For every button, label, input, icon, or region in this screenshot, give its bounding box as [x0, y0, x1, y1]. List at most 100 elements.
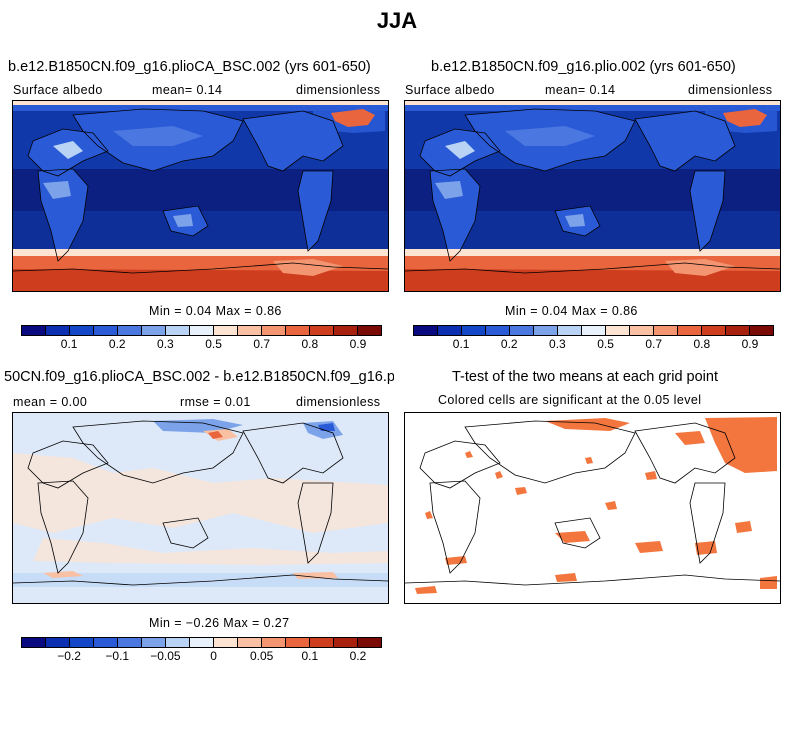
colorbar-swatch — [238, 326, 262, 335]
colorbar-swatch — [334, 638, 358, 647]
minmax-top-left: Min = 0.04 Max = 0.86 — [149, 304, 282, 318]
colorbar-swatches — [22, 326, 381, 335]
colorbar-swatch — [238, 638, 262, 647]
colorbar-swatch — [190, 638, 214, 647]
panel-title-top-right: b.e12.B1850CN.f09_g16.plio.002 (yrs 601-… — [431, 59, 736, 75]
colorbar-swatch — [654, 326, 678, 335]
colorbar-tick-label: 0.1 — [60, 337, 78, 351]
colorbar-swatch — [22, 638, 46, 647]
colorbar-tick-label: 0.5 — [597, 337, 614, 351]
colorbar-swatch — [286, 638, 310, 647]
colorbar-swatch — [166, 326, 190, 335]
colorbar-tick-label: 0.2 — [349, 649, 367, 663]
colorbar-swatch — [262, 326, 286, 335]
colorbar-tick-label: 0.5 — [205, 337, 222, 351]
map-albedo-plio — [404, 100, 781, 292]
albedo-map-graphic — [13, 101, 388, 291]
colorbar-swatch — [462, 326, 486, 335]
colorbar-swatch — [286, 326, 310, 335]
colorbar-tick-label: 0.05 — [249, 649, 274, 663]
colorbar-tick-label: 0.3 — [549, 337, 566, 351]
colorbar-swatch — [510, 326, 534, 335]
panel-units-top-left: dimensionless — [296, 83, 381, 97]
colorbar-swatch — [214, 638, 238, 647]
albedo-map-graphic — [405, 101, 780, 291]
colorbar-swatch — [726, 326, 750, 335]
colorbar-swatch — [22, 326, 46, 335]
colorbar-swatch — [358, 638, 381, 647]
colorbar-tick-label: 0.2 — [108, 337, 126, 351]
colorbar-tick-label: 0.8 — [693, 337, 711, 351]
colorbar-swatch — [414, 326, 438, 335]
panel-variable-top-right: Surface albedo — [405, 83, 495, 97]
colorbar-swatches — [414, 326, 773, 335]
colorbar-tick-label: −0.1 — [105, 649, 130, 663]
ttest-map-graphic — [405, 413, 780, 603]
colorbar-tick-label: 0.9 — [741, 337, 759, 351]
figure-title: JJA — [376, 8, 418, 33]
colorbar-swatch — [310, 326, 334, 335]
colorbar-top-right — [413, 325, 774, 336]
colorbar-tick-label: 0.1 — [301, 649, 319, 663]
colorbar-swatch — [46, 638, 70, 647]
colorbar-swatch — [310, 638, 334, 647]
colorbar-tick-label: 0.9 — [349, 337, 367, 351]
colorbar-swatch — [438, 326, 462, 335]
colorbar-swatch — [534, 326, 558, 335]
colorbar-swatch — [558, 326, 582, 335]
panel-subtitle-bottom-right: Colored cells are significant at the 0.0… — [438, 393, 702, 407]
colorbar-swatch — [214, 326, 238, 335]
colorbar-swatch — [750, 326, 773, 335]
colorbar-swatch — [486, 326, 510, 335]
colorbar-swatch — [582, 326, 606, 335]
panel-title-bottom-left: 50CN.f09_g16.plioCA_BSC.002 - b.e12.B185… — [4, 369, 394, 385]
panel-units-top-right: dimensionless — [688, 83, 773, 97]
colorbar-swatch — [630, 326, 654, 335]
panel-mean-top-left: mean= 0.14 — [152, 83, 223, 97]
colorbar-swatch — [118, 638, 142, 647]
colorbar-tick-label: 0 — [210, 649, 217, 663]
colorbar-tick-label: 0.3 — [157, 337, 174, 351]
colorbar-swatch — [166, 638, 190, 647]
panel-mean-bottom-left: mean = 0.00 — [13, 395, 88, 409]
colorbar-swatch — [702, 326, 726, 335]
panel-rmse-bottom-left: rmse = 0.01 — [180, 395, 251, 409]
difference-map-graphic — [13, 413, 388, 603]
colorbar-tick-label: 0.1 — [452, 337, 470, 351]
minmax-top-right: Min = 0.04 Max = 0.86 — [505, 304, 638, 318]
colorbar-tick-label: 0.2 — [500, 337, 518, 351]
colorbar-swatch — [678, 326, 702, 335]
colorbar-swatches — [22, 638, 381, 647]
colorbar-swatch — [142, 326, 166, 335]
colorbar-swatch — [70, 638, 94, 647]
colorbar-top-left — [21, 325, 382, 336]
panel-mean-top-right: mean= 0.14 — [545, 83, 616, 97]
colorbar-swatch — [606, 326, 630, 335]
colorbar-swatch — [190, 326, 214, 335]
colorbar-swatch — [118, 326, 142, 335]
panel-units-bottom-left: dimensionless — [296, 395, 381, 409]
colorbar-tick-label: 0.7 — [645, 337, 662, 351]
colorbar-swatch — [46, 326, 70, 335]
colorbar-bottom-left — [21, 637, 382, 648]
colorbar-tick-label: −0.2 — [57, 649, 81, 663]
colorbar-tick-label: 0.7 — [253, 337, 270, 351]
panel-title-top-left: b.e12.B1850CN.f09_g16.plioCA_BSC.002 (yr… — [8, 59, 371, 75]
colorbar-tick-label: −0.05 — [150, 649, 181, 663]
colorbar-ticks-top-left: 0.1 0.2 0.3 0.5 0.7 0.8 0.9 — [21, 337, 382, 353]
map-difference — [12, 412, 389, 604]
colorbar-swatch — [262, 638, 286, 647]
colorbar-swatch — [94, 638, 118, 647]
colorbar-swatch — [358, 326, 381, 335]
map-albedo-plioCA — [12, 100, 389, 292]
colorbar-swatch — [94, 326, 118, 335]
colorbar-swatch — [334, 326, 358, 335]
map-ttest — [404, 412, 781, 604]
colorbar-ticks-top-right: 0.1 0.2 0.3 0.5 0.7 0.8 0.9 — [413, 337, 774, 353]
colorbar-tick-label: 0.8 — [301, 337, 319, 351]
panel-title-bottom-right: T-test of the two means at each grid poi… — [452, 369, 718, 385]
colorbar-ticks-bottom-left: −0.2 −0.1 −0.05 0 0.05 0.1 0.2 — [21, 649, 382, 665]
panel-variable-top-left: Surface albedo — [13, 83, 103, 97]
colorbar-swatch — [142, 638, 166, 647]
minmax-bottom-left: Min = −0.26 Max = 0.27 — [149, 616, 290, 630]
